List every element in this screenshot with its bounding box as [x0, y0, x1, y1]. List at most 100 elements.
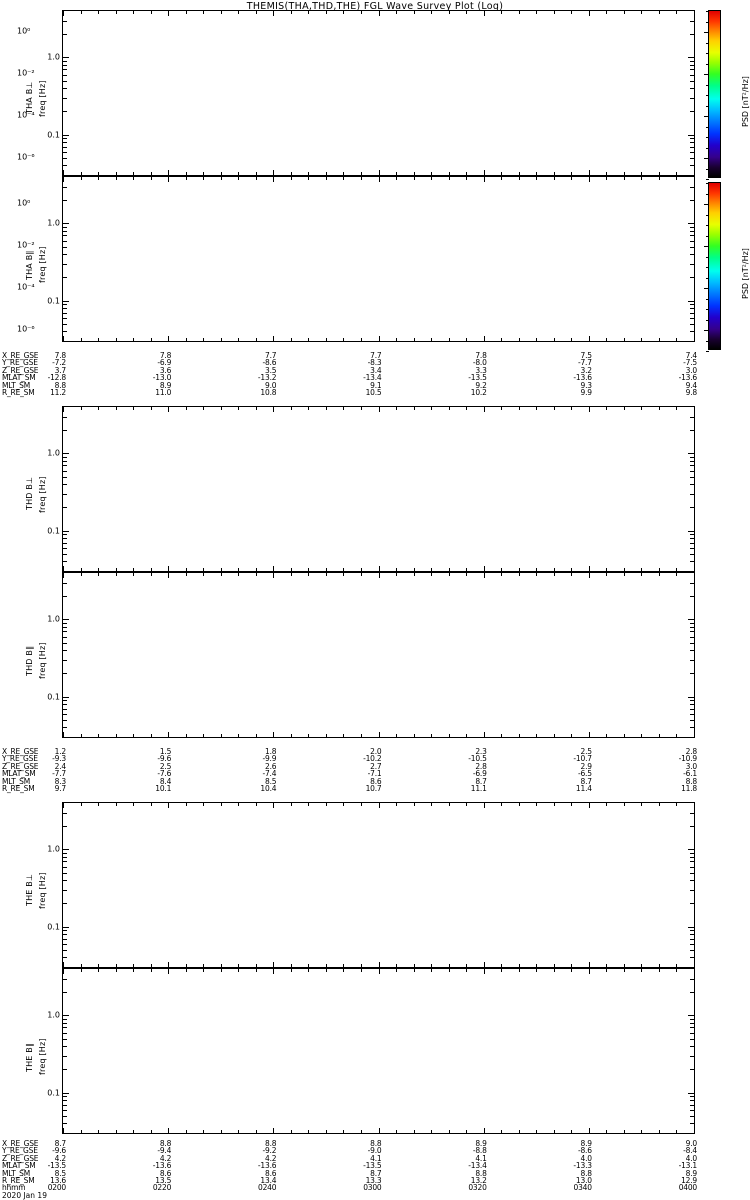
y-tick-minor	[63, 494, 67, 495]
x-tick-minor	[501, 964, 502, 967]
y-tick-minor	[690, 944, 694, 945]
x-tick-minor	[238, 803, 239, 806]
ephemeris-value: 13.0	[575, 1175, 592, 1185]
y-tick-minor	[690, 75, 694, 76]
ephemeris-row: Y_RE_GSE -7.2 -6.9 -8.6 -8.3 -8.0 -7.7 -7.5	[0, 359, 750, 367]
ephemeris-value: 3.4	[370, 365, 382, 375]
x-tick-minor	[589, 964, 590, 967]
ephemeris-value: 9.8	[685, 387, 698, 397]
ephemeris-value: 3.2	[580, 365, 593, 375]
x-tick-minor	[256, 407, 257, 410]
x-tick-minor	[449, 734, 450, 737]
y-tick-minor	[63, 465, 67, 466]
ephemeris-row: R_RE_SM 13.6 13.5 13.4 13.3 13.2 13.0 12.9	[0, 1175, 750, 1185]
x-tick-minor	[81, 407, 82, 410]
x-tick-minor	[484, 568, 485, 571]
y-tick-minor	[63, 543, 67, 544]
x-tick-minor	[203, 338, 204, 341]
y-tick-minor	[63, 548, 67, 549]
x-tick-minor	[238, 338, 239, 341]
x-tick-minor	[81, 969, 82, 972]
x-tick-minor	[221, 338, 222, 341]
x-tick-minor	[606, 177, 607, 180]
y-tick-minor	[690, 813, 694, 814]
y-tick-minor	[63, 81, 67, 82]
colorbar-tick-label: 10⁰	[17, 26, 31, 36]
y-tick-minor	[63, 1116, 67, 1117]
x-tick-minor	[396, 969, 397, 972]
x-tick-minor	[168, 338, 169, 341]
x-tick-minor	[63, 573, 64, 576]
x-tick-minor	[536, 969, 537, 972]
ephemeris-label: MLT_SM	[2, 776, 30, 786]
ephemeris-value: -10.5	[468, 754, 487, 764]
ephemeris-row: MLAT_SM -7.7 -7.6 -7.4 -7.1 -6.9 -6.5 -6.1	[0, 770, 750, 778]
ephemeris-value: 13.4	[260, 1175, 277, 1185]
y-tick-minor	[63, 643, 67, 644]
y-tick	[688, 1015, 694, 1016]
x-tick-minor	[676, 964, 677, 967]
colorbar-tick-minor	[706, 194, 709, 195]
x-tick-minor	[63, 1130, 64, 1133]
x-tick	[694, 803, 695, 808]
x-tick-minor	[63, 568, 64, 571]
x-tick-minor	[81, 803, 82, 806]
x-tick-minor	[414, 573, 415, 576]
y-tick-minor	[690, 903, 694, 904]
x-tick-minor	[676, 803, 677, 806]
x-tick-minor	[589, 1130, 590, 1133]
y-tick-minor	[690, 627, 694, 628]
ephemeris-value: -13.0	[152, 373, 172, 383]
ephemeris-label: hhmm	[2, 1183, 26, 1193]
x-tick-minor	[168, 568, 169, 571]
colorbar-title-colorbar-thd: PSD [nT²/Hz]	[741, 248, 750, 299]
ephemeris-label: X_RE_GSE	[2, 1139, 39, 1148]
y-tick-minor	[63, 461, 67, 462]
ephemeris-row: Y_RE_GSE -9.3 -9.6 -9.9 -10.2 -10.5 -10.7 -10.9	[0, 754, 750, 764]
colorbar-thd[interactable]	[704, 182, 721, 352]
colorbar-tick-minor	[706, 158, 709, 159]
x-tick-minor	[63, 964, 64, 967]
ephemeris-value: 10.1	[155, 783, 172, 793]
x-tick-minor	[273, 803, 274, 806]
x-tick-minor	[659, 573, 660, 576]
x-tick-minor	[396, 568, 397, 571]
x-tick-minor	[116, 969, 117, 972]
x-tick-minor	[63, 407, 64, 410]
y-tick	[688, 223, 694, 224]
y-tick-minor	[690, 158, 694, 159]
y-axis-title-the-bperp: THE B⊥	[25, 873, 34, 906]
x-tick-minor	[641, 11, 642, 14]
x-tick-minor	[116, 338, 117, 341]
ephemeris-value: 8.9	[159, 380, 172, 390]
ephemeris-value: 8.6	[265, 1168, 277, 1178]
y-tick-minor	[63, 704, 67, 705]
ephemeris-value: 3.0	[685, 365, 698, 375]
ephemeris-value: 8.6	[370, 776, 382, 786]
y-tick-minor	[63, 430, 67, 431]
x-tick-minor	[641, 177, 642, 180]
x-tick-minor	[308, 338, 309, 341]
x-tick-minor	[63, 172, 64, 175]
x-tick-minor	[203, 11, 204, 14]
y-tick-minor	[63, 1033, 67, 1034]
ephemeris-value: 0300	[363, 1183, 382, 1193]
y-tick-minor	[63, 623, 67, 624]
ephemeris-value: -8.4	[683, 1146, 697, 1156]
x-tick-minor	[81, 338, 82, 341]
y-tick-minor	[63, 1046, 67, 1047]
x-tick-minor	[221, 964, 222, 967]
y-tick-minor	[690, 548, 694, 549]
x-tick-minor	[273, 964, 274, 967]
x-tick-minor	[151, 172, 152, 175]
x-tick-minor	[536, 172, 537, 175]
x-tick-minor	[536, 1130, 537, 1133]
x-tick-minor	[81, 573, 82, 576]
x-tick-minor	[81, 11, 82, 14]
colorbar-tick-minor	[706, 267, 709, 268]
y-tick	[688, 453, 694, 454]
x-tick-minor	[501, 177, 502, 180]
y-tick-minor	[63, 98, 67, 99]
x-tick-minor	[606, 964, 607, 967]
colorbar-tha[interactable]	[704, 10, 721, 180]
